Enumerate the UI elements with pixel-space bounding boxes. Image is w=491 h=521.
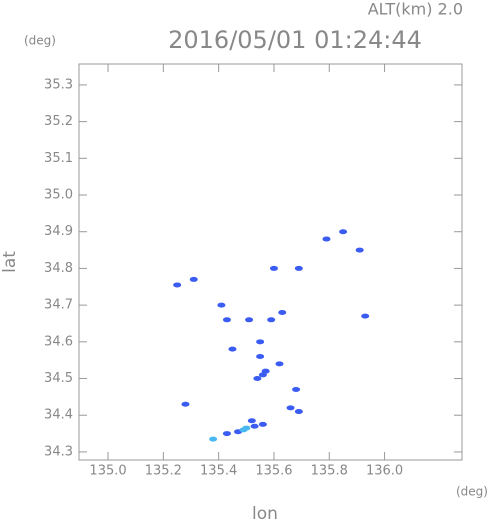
echo-point: [339, 229, 348, 235]
echo-point: [322, 236, 331, 242]
echo-point: [256, 354, 265, 360]
y-tick-label: 35.0: [44, 188, 73, 203]
echo-point: [261, 368, 270, 374]
echo-point: [294, 265, 303, 271]
echo-point: [278, 309, 287, 315]
x-unit: (deg): [456, 485, 488, 499]
echo-point: [258, 421, 267, 427]
chart-subtitle: ALT(km) 2.0: [368, 0, 463, 19]
echo-point: [294, 409, 303, 415]
x-tick-label: 135.8: [311, 464, 348, 479]
echo-point: [245, 317, 254, 323]
echo-point: [361, 313, 370, 319]
echo-point: [275, 361, 284, 367]
echo-point: [173, 282, 182, 288]
y-tick-label: 35.3: [44, 77, 73, 92]
echo-point: [355, 247, 364, 253]
y-unit: (deg): [24, 34, 56, 48]
x-tick-label: 136.0: [366, 464, 403, 479]
y-tick-label: 35.2: [44, 114, 73, 129]
echo-point: [256, 339, 265, 345]
echo-point: [181, 401, 190, 407]
y-tick-label: 34.8: [44, 261, 73, 276]
y-tick-label: 34.4: [44, 408, 73, 423]
plot-frame: [78, 63, 463, 461]
y-tick-label: 34.7: [44, 298, 73, 313]
y-tick-label: 34.9: [44, 224, 73, 239]
echo-point: [253, 376, 262, 382]
x-tick-label: 135.0: [89, 464, 126, 479]
echo-point: [209, 436, 218, 442]
x-tick-label: 135.2: [145, 464, 182, 479]
echo-point: [269, 265, 278, 271]
y-tick-label: 34.6: [44, 334, 73, 349]
echo-point: [292, 387, 301, 393]
echo-point: [242, 425, 251, 431]
y-tick-label: 35.1: [44, 151, 73, 166]
echo-point: [222, 431, 231, 437]
y-tick-label: 34.3: [44, 444, 73, 459]
echo-point: [250, 423, 259, 429]
echo-point: [217, 302, 226, 308]
y-axis-label: lat: [0, 251, 20, 273]
echo-point: [247, 418, 256, 424]
y-tick-label: 34.5: [44, 371, 73, 386]
echo-point: [228, 346, 237, 352]
x-axis-label: lon: [252, 504, 278, 521]
x-tick-label: 135.6: [255, 464, 292, 479]
echo-point: [189, 276, 198, 282]
echo-point: [222, 317, 231, 323]
echo-point: [267, 317, 276, 323]
echo-point: [286, 405, 295, 411]
chart-title: 2016/05/01 01:24:44: [168, 26, 422, 54]
x-tick-label: 135.4: [200, 464, 237, 479]
